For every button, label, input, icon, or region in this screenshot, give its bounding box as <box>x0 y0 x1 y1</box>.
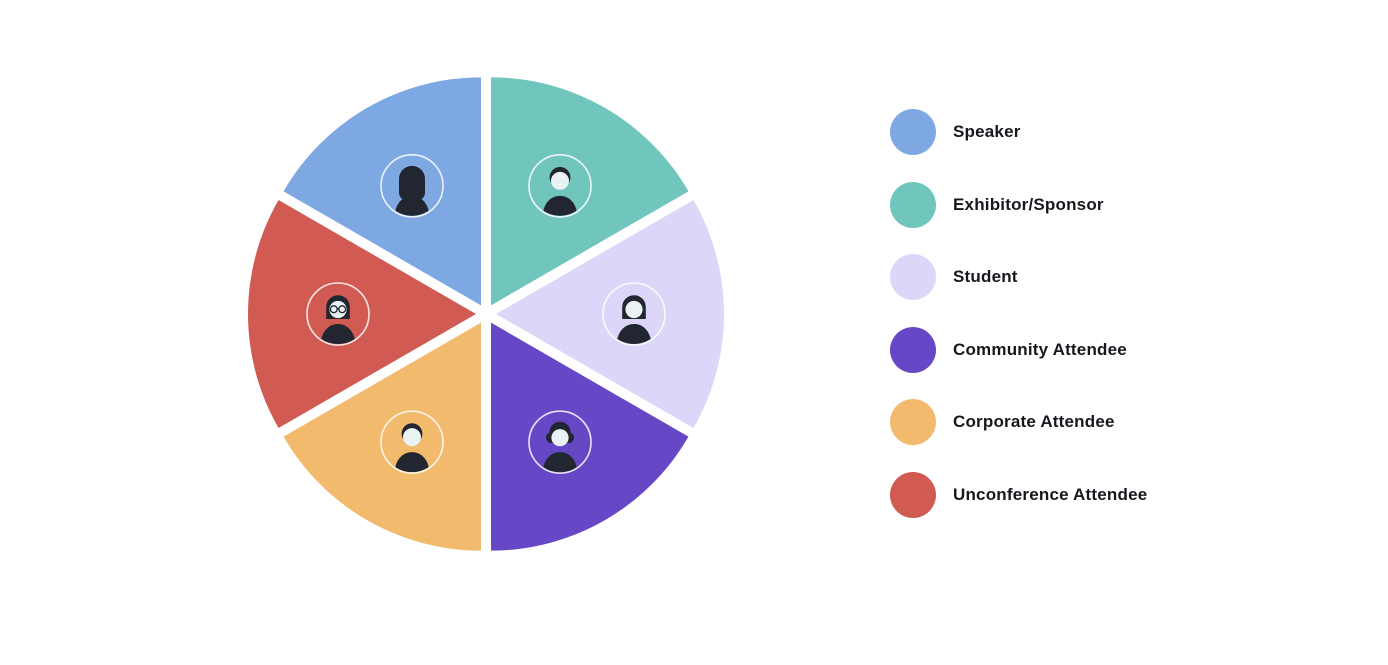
avatar-person-curly-hair-icon <box>528 410 592 474</box>
legend-label: Exhibitor/Sponsor <box>953 194 1104 214</box>
legend-label: Corporate Attendee <box>953 412 1115 431</box>
pie-segment <box>491 322 689 551</box>
legend-color-swatch <box>890 326 936 373</box>
legend-item: Student <box>890 254 1147 300</box>
legend-color-swatch <box>890 471 936 518</box>
pie-segment <box>248 200 476 428</box>
avatar-woman-long-hair-icon <box>380 154 444 218</box>
legend-color-swatch <box>890 109 936 155</box>
legend-color-swatch <box>890 399 936 445</box>
legend-label: Unconference Attendee <box>953 484 1148 504</box>
pie-segment <box>496 200 724 428</box>
legend-item: Exhibitor/Sponsor <box>890 181 1147 228</box>
legend-item: Corporate Attendee <box>890 399 1147 445</box>
legend-label: Community Attendee <box>953 339 1127 359</box>
avatar-woman-glasses-icon <box>306 282 370 346</box>
avatar-man-short-hair-icon <box>380 410 444 474</box>
legend-label: Student <box>953 267 1018 286</box>
legend-color-swatch <box>890 254 936 300</box>
legend-item: Unconference Attendee <box>890 471 1148 518</box>
legend: Speaker Exhibitor/Sponsor Student Community… <box>890 109 1147 518</box>
legend-color-swatch <box>890 181 936 228</box>
legend-item: Community Attendee <box>890 326 1147 373</box>
avatar-woman-bob-hair-icon <box>602 282 666 346</box>
legend-label: Speaker <box>953 122 1021 141</box>
avatar-man-short-hair-icon <box>528 154 592 218</box>
pie-segment <box>283 322 481 551</box>
pie-segment <box>283 77 481 306</box>
pie-segment <box>491 77 689 306</box>
legend-item: Speaker <box>890 109 1147 155</box>
